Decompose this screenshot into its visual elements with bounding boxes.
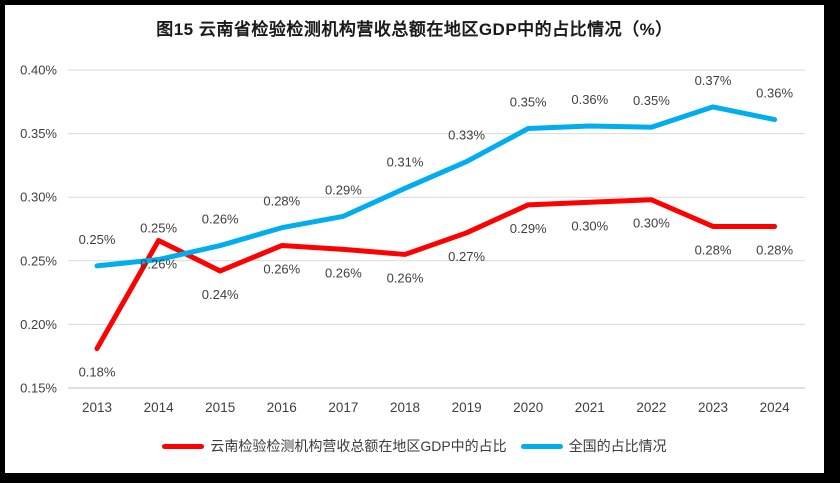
figure-surface: 图15 云南省检验检测机构营收总额在地区GDP中的占比情况（%） 0.40% 0.… xyxy=(5,5,824,473)
legend-item-national: 全国的占比情况 xyxy=(520,436,667,456)
data-label: 0.36% xyxy=(756,86,793,101)
data-label: 0.33% xyxy=(448,128,485,143)
y-tick-label: 0.40% xyxy=(20,63,57,78)
x-tick-label: 2021 xyxy=(575,400,605,415)
x-tick-label: 2024 xyxy=(760,400,791,415)
x-tick-label: 2015 xyxy=(205,400,235,415)
data-label: 0.35% xyxy=(633,93,670,108)
y-axis-labels-group: 0.40% 0.35% 0.30% 0.25% 0.20% 0.15% xyxy=(20,63,57,396)
chart-legend: 云南检验检测机构营收总额在地区GDP中的占比 全国的占比情况 xyxy=(5,436,824,456)
y-tick-label: 0.15% xyxy=(20,381,57,396)
series-line-yunnan xyxy=(94,197,778,352)
y-tick-label: 0.25% xyxy=(20,253,57,268)
data-label: 0.26% xyxy=(387,270,424,285)
data-label: 0.26% xyxy=(202,212,239,227)
x-tick-label: 2019 xyxy=(452,400,482,415)
blue-line-swatch-icon xyxy=(520,443,563,449)
data-label: 0.25% xyxy=(140,221,177,236)
red-line-swatch-icon xyxy=(162,443,205,449)
series-lines-group xyxy=(94,104,778,352)
legend-label-national: 全国的占比情况 xyxy=(568,438,667,454)
data-label: 0.25% xyxy=(79,232,116,247)
data-label: 0.30% xyxy=(633,216,670,231)
x-tick-label: 2023 xyxy=(698,400,728,415)
y-tick-label: 0.35% xyxy=(20,126,57,141)
data-label: 0.18% xyxy=(79,365,116,380)
y-tick-label: 0.30% xyxy=(20,190,57,205)
data-label: 0.29% xyxy=(325,182,362,197)
data-label: 0.29% xyxy=(510,221,547,236)
chart-svg: 0.40%0.35%0.30%0.25%0.20%0.15% 2013 2014 2… xyxy=(20,63,805,415)
data-label: 0.37% xyxy=(695,73,732,88)
legend-label-yunnan: 云南检验检测机构营收总额在地区GDP中的占比 xyxy=(210,438,507,454)
data-label: 0.26% xyxy=(325,265,362,280)
data-label: 0.36% xyxy=(571,92,608,107)
x-tick-label: 2014 xyxy=(144,400,175,415)
data-labels-group: 0.18% 0.26% 0.24% 0.26% 0.26% 0.26% 0.27% 0.29%… xyxy=(79,73,794,380)
data-label: 0.35% xyxy=(510,95,547,110)
x-tick-label: 2020 xyxy=(513,400,543,415)
chart-title: 图15 云南省检验检测机构营收总额在地区GDP中的占比情况（%） xyxy=(156,20,673,39)
data-label: 0.24% xyxy=(202,287,239,302)
data-label: 0.30% xyxy=(571,218,608,233)
series-line-national xyxy=(94,104,778,269)
data-label: 0.28% xyxy=(756,242,793,257)
x-tick-label: 2017 xyxy=(328,400,358,415)
data-label: 0.28% xyxy=(695,242,732,257)
data-label: 0.26% xyxy=(140,256,177,271)
x-tick-label: 2022 xyxy=(636,400,666,415)
data-label: 0.26% xyxy=(263,262,300,277)
data-label: 0.27% xyxy=(448,249,485,264)
legend-item-yunnan: 云南检验检测机构营收总额在地区GDP中的占比 xyxy=(162,436,507,456)
data-label: 0.31% xyxy=(387,154,424,169)
x-tick-label: 2018 xyxy=(390,400,420,415)
data-label: 0.28% xyxy=(263,194,300,209)
x-axis-labels-group: 2013 2014 2015 2016 2017 2018 2019 2020 2021 2022… xyxy=(82,400,790,415)
x-tick-label: 2013 xyxy=(82,400,112,415)
gridlines-group xyxy=(68,69,805,389)
y-tick-label: 0.20% xyxy=(20,317,57,332)
x-tick-label: 2016 xyxy=(267,400,297,415)
